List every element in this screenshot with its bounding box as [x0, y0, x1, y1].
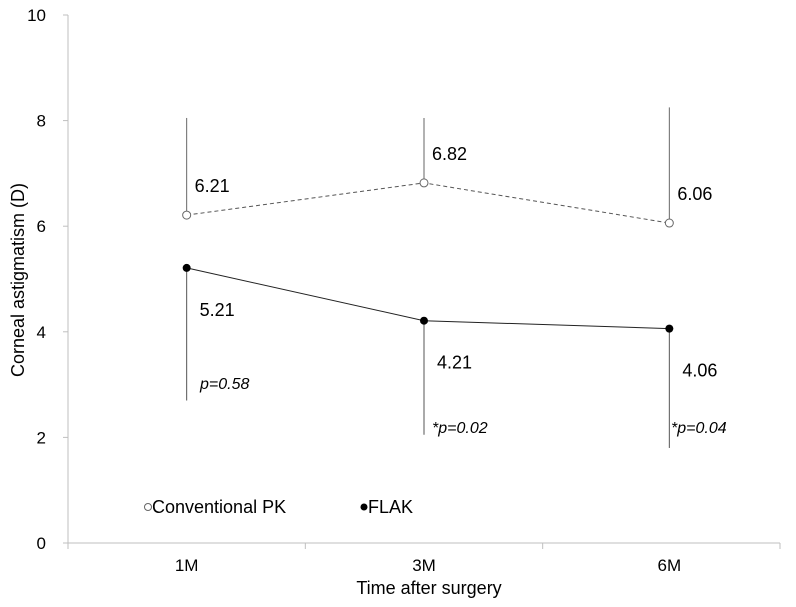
- data-point-conventional-pk: [419, 178, 429, 188]
- data-points: [182, 178, 674, 333]
- data-point-conventional-pk: [182, 210, 192, 220]
- legend-marker-conventional-pk: [144, 503, 152, 511]
- data-labels: 6.21 6.82 6.06 5.21 4.21 4.06: [195, 144, 718, 381]
- p-value-annotation: *p=0.02: [432, 420, 488, 437]
- annotations: p=0.58 *p=0.02 *p=0.04: [199, 376, 727, 437]
- data-label-conventional-pk: 6.06: [677, 184, 712, 204]
- axes: [67, 15, 781, 549]
- x-tick-label: 1M: [175, 556, 199, 575]
- p-value-annotation: p=0.58: [199, 376, 249, 393]
- legend-label-conventional-pk: Conventional PK: [152, 497, 286, 517]
- data-point-flak: [182, 263, 191, 272]
- y-tick-label: 2: [37, 428, 46, 447]
- data-point-flak: [420, 316, 428, 325]
- legend: Conventional PK FLAK: [144, 497, 413, 517]
- series-line-flak: [186, 267, 670, 330]
- y-ticks: 0 2 4 6 8 10: [27, 6, 68, 553]
- data-label-conventional-pk: 6.21: [195, 176, 230, 196]
- legend-label-flak: FLAK: [368, 497, 413, 517]
- data-point-flak: [665, 324, 674, 333]
- y-tick-label: 8: [37, 112, 46, 131]
- error-bars: [186, 107, 670, 448]
- y-tick-label: 0: [37, 534, 46, 553]
- legend-marker-flak: [360, 503, 368, 511]
- x-tick-label: 3M: [412, 556, 436, 575]
- data-point-conventional-pk: [664, 218, 674, 228]
- data-label-flak: 4.06: [682, 361, 717, 381]
- p-value-annotation: *p=0.04: [671, 420, 727, 437]
- y-tick-label: 6: [37, 217, 46, 236]
- x-axis-title: Time after surgery: [356, 578, 501, 598]
- data-label-flak: 5.21: [200, 300, 235, 320]
- x-tick-label: 6M: [658, 556, 682, 575]
- x-ticks: 1M 3M 6M: [175, 556, 681, 575]
- y-tick-label: 4: [37, 323, 46, 342]
- data-label-flak: 4.21: [437, 353, 472, 373]
- y-axis-title: Corneal astigmatism (D): [8, 183, 28, 377]
- series-line-conventional-pk: [186, 182, 670, 224]
- data-label-conventional-pk: 6.82: [432, 144, 467, 164]
- series-lines: [186, 182, 670, 330]
- y-tick-label: 10: [27, 6, 46, 25]
